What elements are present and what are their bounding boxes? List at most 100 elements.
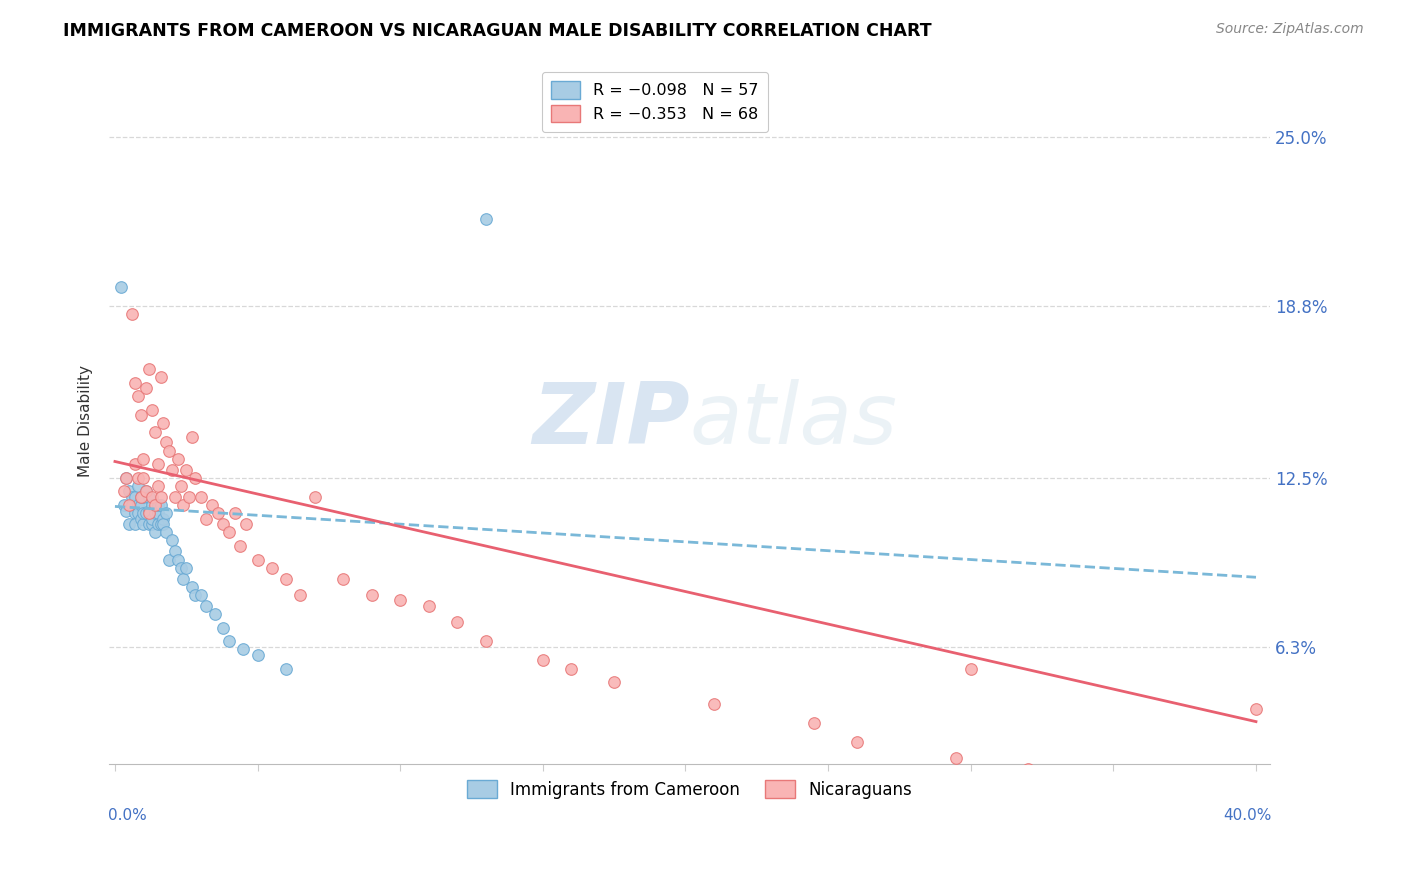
Point bbox=[127, 389, 149, 403]
Point bbox=[129, 498, 152, 512]
Point bbox=[127, 506, 149, 520]
Point bbox=[204, 607, 226, 621]
Point bbox=[127, 479, 149, 493]
Point bbox=[141, 517, 163, 532]
Point bbox=[149, 370, 172, 384]
Point bbox=[129, 511, 152, 525]
Point bbox=[945, 751, 967, 765]
Point bbox=[129, 490, 152, 504]
Point bbox=[560, 661, 582, 675]
Point bbox=[146, 457, 169, 471]
Point bbox=[290, 588, 312, 602]
Point bbox=[115, 471, 138, 485]
Point bbox=[135, 381, 157, 395]
Point bbox=[149, 490, 172, 504]
Point bbox=[141, 498, 163, 512]
Point bbox=[112, 498, 135, 512]
Point bbox=[138, 506, 160, 520]
Point bbox=[181, 580, 204, 594]
Point bbox=[166, 552, 188, 566]
Point bbox=[124, 376, 146, 390]
Point bbox=[260, 560, 283, 574]
Point bbox=[124, 490, 146, 504]
Point bbox=[129, 490, 152, 504]
Point bbox=[1188, 784, 1211, 798]
Point bbox=[163, 544, 186, 558]
Point bbox=[132, 517, 155, 532]
Point bbox=[184, 471, 207, 485]
Point bbox=[475, 634, 498, 648]
Point bbox=[1102, 779, 1125, 793]
Point bbox=[201, 498, 224, 512]
Point bbox=[157, 552, 180, 566]
Point bbox=[135, 484, 157, 499]
Point bbox=[121, 498, 143, 512]
Point bbox=[163, 490, 186, 504]
Point bbox=[160, 463, 183, 477]
Point bbox=[135, 484, 157, 499]
Point bbox=[304, 490, 326, 504]
Point bbox=[127, 498, 149, 512]
Text: atlas: atlas bbox=[690, 379, 898, 462]
Point bbox=[143, 525, 166, 540]
Point bbox=[475, 212, 498, 227]
Point bbox=[152, 511, 174, 525]
Point bbox=[531, 653, 554, 667]
Point bbox=[169, 560, 191, 574]
Point bbox=[146, 517, 169, 532]
Point bbox=[229, 539, 252, 553]
Point bbox=[129, 408, 152, 422]
Point bbox=[174, 560, 197, 574]
Text: IMMIGRANTS FROM CAMEROON VS NICARAGUAN MALE DISABILITY CORRELATION CHART: IMMIGRANTS FROM CAMEROON VS NICARAGUAN M… bbox=[63, 22, 932, 40]
Legend: Immigrants from Cameroon, Nicaraguans: Immigrants from Cameroon, Nicaraguans bbox=[458, 772, 921, 807]
Point bbox=[246, 552, 269, 566]
Text: 40.0%: 40.0% bbox=[1223, 808, 1271, 823]
Point bbox=[132, 471, 155, 485]
Point bbox=[603, 675, 626, 690]
Point bbox=[135, 506, 157, 520]
Y-axis label: Male Disability: Male Disability bbox=[79, 365, 93, 476]
Point bbox=[143, 506, 166, 520]
Point bbox=[169, 479, 191, 493]
Point bbox=[389, 593, 412, 607]
Point bbox=[110, 280, 132, 294]
Point bbox=[124, 506, 146, 520]
Text: ZIP: ZIP bbox=[531, 379, 690, 462]
Point bbox=[184, 588, 207, 602]
Point bbox=[127, 471, 149, 485]
Point bbox=[418, 599, 440, 613]
Point bbox=[190, 588, 212, 602]
Point bbox=[152, 417, 174, 431]
Point bbox=[124, 517, 146, 532]
Point bbox=[190, 490, 212, 504]
Point bbox=[181, 430, 204, 444]
Point bbox=[166, 451, 188, 466]
Point bbox=[959, 661, 981, 675]
Point bbox=[118, 517, 141, 532]
Point bbox=[160, 533, 183, 548]
Point bbox=[274, 661, 297, 675]
Point bbox=[138, 517, 160, 532]
Point bbox=[1017, 762, 1039, 776]
Point bbox=[143, 498, 166, 512]
Point bbox=[332, 572, 354, 586]
Point bbox=[446, 615, 468, 630]
Point bbox=[172, 572, 194, 586]
Point bbox=[141, 490, 163, 504]
Point bbox=[149, 517, 172, 532]
Point bbox=[141, 511, 163, 525]
Point bbox=[1244, 702, 1267, 716]
Point bbox=[179, 490, 201, 504]
Point bbox=[132, 490, 155, 504]
Point bbox=[138, 490, 160, 504]
Point bbox=[149, 498, 172, 512]
Point bbox=[212, 517, 235, 532]
Point bbox=[703, 697, 725, 711]
Point bbox=[124, 457, 146, 471]
Point bbox=[274, 572, 297, 586]
Point bbox=[235, 517, 257, 532]
Point bbox=[207, 506, 229, 520]
Point bbox=[360, 588, 382, 602]
Point bbox=[152, 517, 174, 532]
Text: Source: ZipAtlas.com: Source: ZipAtlas.com bbox=[1216, 22, 1364, 37]
